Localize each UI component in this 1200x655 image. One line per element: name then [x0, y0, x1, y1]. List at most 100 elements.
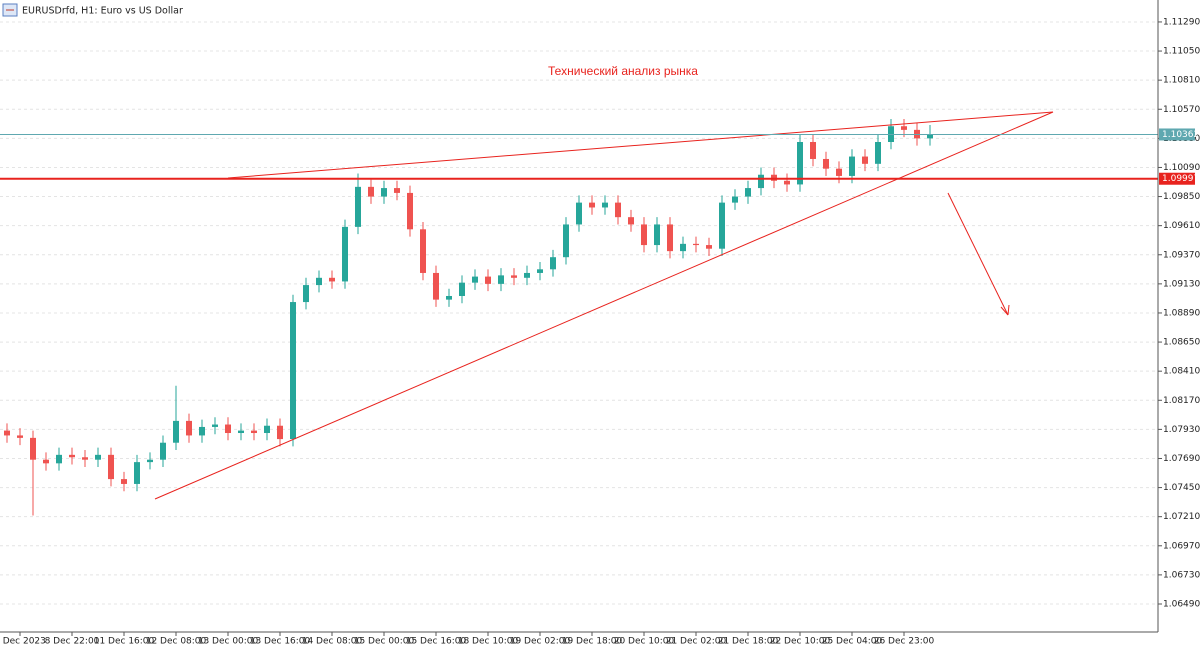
candle-body — [342, 226, 348, 282]
arrow-head — [1000, 304, 1010, 316]
candle-body — [667, 224, 673, 252]
candle-body — [823, 158, 829, 169]
candle-body — [303, 285, 309, 303]
price-label-box — [1159, 172, 1195, 185]
price-label: 1.09997 — [1162, 174, 1199, 184]
candle-body — [264, 425, 270, 434]
candle-body — [316, 277, 322, 286]
y-tick-label: 1.07930 — [1163, 425, 1200, 435]
candle-body — [251, 430, 257, 434]
price-label-box — [1159, 128, 1195, 141]
candle-body — [836, 168, 842, 176]
y-tick-label: 1.06970 — [1163, 541, 1200, 551]
candle-body — [381, 188, 387, 197]
candle-body — [628, 217, 634, 225]
candle-body — [654, 224, 660, 246]
y-tick-label: 1.08170 — [1163, 396, 1200, 406]
x-tick-label: 8 Dec 2023 — [0, 637, 46, 647]
candle-body — [173, 420, 179, 443]
candle-body — [511, 275, 517, 278]
x-tick-label: 15 Dec 16:00 — [406, 637, 467, 647]
x-tick-label: 15 Dec 00:00 — [354, 637, 415, 647]
candle-body — [862, 156, 868, 164]
candle-body — [641, 224, 647, 246]
candle-body — [95, 454, 101, 460]
axes: 1.112901.110501.108101.105701.103301.100… — [0, 17, 1200, 646]
x-tick-label: 21 Dec 02:00 — [666, 637, 727, 647]
y-tick-label: 1.10570 — [1163, 105, 1200, 115]
drawings — [154, 111, 1054, 500]
chart-title: EURUSDrfd, H1: Euro vs US Dollar — [22, 6, 183, 17]
candle-body — [212, 424, 218, 427]
candle-body — [160, 442, 166, 460]
y-tick-label: 1.08650 — [1163, 338, 1200, 348]
candle-body — [589, 202, 595, 208]
y-tick-label: 1.10810 — [1163, 76, 1200, 86]
arrow-line — [947, 192, 1009, 316]
candle-body — [745, 188, 751, 197]
y-tick-label: 1.09850 — [1163, 192, 1200, 202]
candle-body — [108, 454, 114, 480]
candle-body — [147, 459, 153, 463]
y-tick-label: 1.09610 — [1163, 221, 1200, 231]
price-lines — [0, 133, 1158, 180]
y-tick-label: 1.11290 — [1163, 17, 1200, 27]
candle-body — [134, 462, 140, 484]
y-tick-label: 1.08410 — [1163, 367, 1200, 377]
candle-body — [238, 430, 244, 434]
candle-body — [758, 174, 764, 189]
candle-body — [472, 276, 478, 283]
candle-body — [459, 282, 465, 296]
candle-body — [121, 479, 127, 484]
candle-body — [615, 202, 621, 218]
candle-body — [199, 426, 205, 436]
x-tick-label: 13 Dec 16:00 — [250, 637, 311, 647]
candle-body — [368, 186, 374, 197]
candle-body — [329, 277, 335, 282]
x-tick-label: 22 Dec 10:00 — [770, 637, 831, 647]
y-tick-label: 1.09130 — [1163, 279, 1200, 289]
candle-body — [394, 188, 400, 193]
candle-body — [849, 156, 855, 176]
y-tick-label: 1.07690 — [1163, 454, 1200, 464]
candle-body — [355, 186, 361, 227]
x-tick-label: 13 Dec 00:00 — [198, 637, 259, 647]
candle-body — [407, 192, 413, 230]
y-tick-label: 1.09370 — [1163, 250, 1200, 260]
x-tick-label: 8 Dec 22:00 — [45, 637, 100, 647]
x-tick-label: 11 Dec 16:00 — [94, 637, 155, 647]
y-tick-label: 1.07450 — [1163, 483, 1200, 493]
y-tick-label: 1.10090 — [1163, 163, 1200, 173]
candle-body — [719, 202, 725, 249]
price-label: 1.10362 — [1162, 130, 1199, 140]
x-tick-label: 18 Dec 10:00 — [458, 637, 519, 647]
x-tick-label: 25 Dec 04:00 — [822, 637, 883, 647]
candle-body — [43, 459, 49, 464]
annotation: Технический анализ рынка — [548, 64, 698, 78]
candle-body — [420, 229, 426, 273]
y-tick-label: 1.11050 — [1163, 47, 1200, 57]
x-tick-label: 19 Dec 18:00 — [562, 637, 623, 647]
x-tick-label: 12 Dec 08:00 — [146, 637, 207, 647]
candle-body — [186, 420, 192, 436]
candle-body — [576, 202, 582, 225]
candle-body — [446, 295, 452, 300]
candle-body — [290, 302, 296, 440]
y-tick-label: 1.06730 — [1163, 570, 1200, 580]
candle-body — [56, 454, 62, 464]
candle-body — [706, 245, 712, 249]
candle-body — [550, 257, 556, 270]
candle-body — [485, 276, 491, 284]
candle-body — [537, 269, 543, 273]
candle-body — [784, 180, 790, 185]
candle-body — [563, 224, 569, 258]
candle-body — [901, 126, 907, 130]
candles — [4, 118, 933, 516]
candle-body — [225, 424, 231, 434]
candle-body — [17, 435, 23, 438]
candle-body — [875, 141, 881, 164]
x-tick-label: 21 Dec 18:00 — [718, 637, 779, 647]
x-tick-label: 14 Dec 08:00 — [302, 637, 363, 647]
